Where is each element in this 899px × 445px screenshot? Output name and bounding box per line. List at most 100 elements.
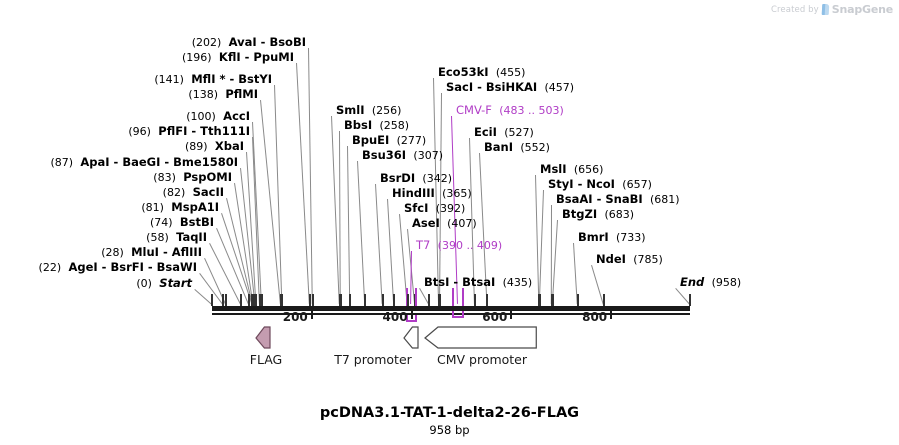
- enzyme-name: BsaWI: [156, 260, 197, 274]
- site-position: (365): [442, 187, 472, 200]
- site-tick: [602, 294, 605, 306]
- enzyme-name: XbaI: [214, 139, 244, 153]
- site-position: (81): [141, 201, 164, 214]
- site-position: (87): [50, 156, 74, 169]
- leader-line: [240, 168, 256, 305]
- enzyme-name: Eco53kI: [438, 65, 489, 79]
- scale-tick: [510, 310, 513, 319]
- enzyme-label: (196) KflI - PpuMI: [182, 50, 294, 65]
- site-tick: [415, 288, 418, 306]
- snapgene-logo-icon: [821, 4, 830, 15]
- site-tick: [339, 294, 342, 306]
- enzyme-name: End: [680, 275, 705, 289]
- site-tick: [551, 294, 554, 306]
- leader-line: [410, 250, 412, 304]
- enzyme-label: (22) AgeI - BsrFI - BsaWI: [39, 260, 197, 275]
- enzyme-name: PpuMI: [253, 50, 294, 64]
- site-tick: [538, 294, 541, 306]
- site-position: (342): [422, 172, 453, 185]
- enzyme-label: Eco53kI (455): [438, 65, 526, 80]
- site-tick: [311, 294, 314, 306]
- leader-line: [234, 183, 254, 305]
- leader-line: [246, 152, 257, 305]
- feature-arrow[interactable]: [255, 326, 271, 350]
- leader-line: [260, 100, 281, 305]
- enzyme-label: BtgZI (683): [562, 208, 634, 222]
- scale-label: 800: [582, 310, 608, 324]
- leader-line: [194, 289, 212, 305]
- leader-line: [252, 122, 262, 305]
- site-tick: [308, 294, 311, 306]
- site-tick: [451, 288, 454, 306]
- enzyme-name: MflI *: [191, 72, 226, 86]
- enzyme-name: AseI: [412, 216, 440, 230]
- site-tick: [473, 294, 476, 306]
- feature-arrow[interactable]: [424, 326, 537, 350]
- primer-bracket: [406, 320, 417, 322]
- enzyme-label: AseI (407): [412, 216, 477, 231]
- site-position: (196): [182, 51, 212, 64]
- enzyme-name: StyI: [548, 177, 574, 191]
- scale-tick: [610, 310, 613, 319]
- site-position: (457): [544, 81, 575, 94]
- site-tick: [689, 294, 691, 306]
- enzyme-name: Bme1580I: [173, 155, 238, 169]
- enzyme-label: (83) PspOMI: [153, 171, 232, 185]
- enzyme-label: (138) PflMI: [188, 87, 258, 102]
- enzyme-name: BsoBI: [269, 35, 306, 49]
- site-tick: [279, 294, 282, 306]
- site-tick: [428, 294, 431, 306]
- name-separator: -: [158, 245, 172, 259]
- enzyme-label: (74) BstBI: [150, 215, 214, 230]
- leader-line: [551, 219, 558, 304]
- enzyme-label: NdeI (785): [596, 252, 663, 267]
- site-tick: [258, 294, 261, 306]
- name-separator: -: [449, 275, 463, 289]
- primer-bracket: [452, 316, 463, 318]
- site-position: (455): [495, 66, 526, 79]
- enzyme-name: Tth111I: [200, 124, 250, 138]
- site-position: (202): [191, 36, 222, 49]
- name-separator: -: [225, 72, 239, 86]
- snapgene-watermark: Created by SnapGene: [771, 3, 893, 16]
- feature-label: CMV promoter: [436, 352, 528, 367]
- name-separator: -: [143, 260, 157, 274]
- enzyme-label: End (958): [680, 275, 741, 290]
- enzyme-label: (202) AvaI - BsoBI: [191, 35, 306, 50]
- enzyme-label: StyI - NcoI (657): [548, 177, 652, 192]
- scale-tick: [410, 310, 413, 319]
- scale-tick: [310, 310, 313, 319]
- site-position: (96): [128, 125, 151, 138]
- site-tick: [252, 294, 255, 306]
- feature-arrow[interactable]: [403, 326, 419, 350]
- enzyme-name: BaeGI: [122, 155, 161, 169]
- site-position: (256): [371, 104, 402, 117]
- site-position: (681): [649, 193, 680, 206]
- enzyme-name: SfcI: [404, 201, 429, 215]
- enzyme-name: PflMI: [225, 87, 258, 101]
- leader-line: [407, 229, 416, 305]
- site-position: (733): [616, 231, 646, 244]
- scale-label: 600: [482, 310, 508, 324]
- feature-label: T7 promoter: [334, 352, 412, 367]
- scale-label: 400: [382, 310, 408, 324]
- site-tick: [255, 294, 258, 306]
- enzyme-label: (0) Start: [136, 276, 192, 291]
- leader-line: [296, 63, 310, 305]
- enzyme-name: AccI: [223, 109, 250, 123]
- leader-line: [339, 131, 341, 305]
- site-position: (307): [413, 149, 443, 162]
- enzyme-name: BtsaI: [462, 275, 496, 289]
- enzyme-name: SacI: [446, 80, 474, 94]
- site-tick: [364, 294, 367, 306]
- primer-bracket-end: [451, 311, 454, 318]
- enzyme-label: (96) PflFI - Tth111I: [128, 124, 250, 139]
- enzyme-label: SmlI (256): [336, 104, 402, 118]
- leader-line: [308, 48, 313, 305]
- enzyme-name: BstBI: [179, 215, 214, 229]
- enzyme-label: MslI (656): [540, 163, 603, 177]
- enzyme-label: SacI - BsiHKAI (457): [446, 80, 575, 95]
- enzyme-name: Start: [159, 276, 192, 290]
- enzyme-name: NdeI: [596, 252, 626, 266]
